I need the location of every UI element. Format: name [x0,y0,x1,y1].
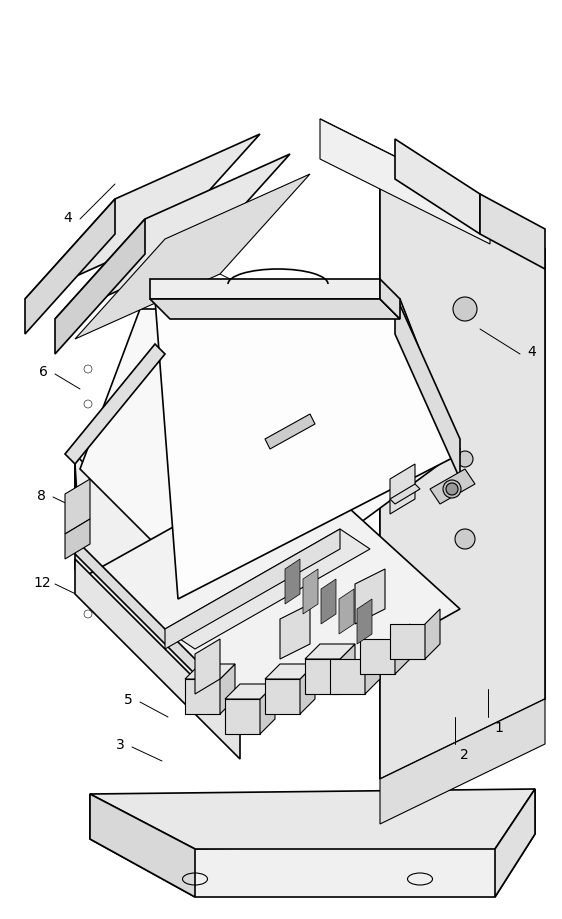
Ellipse shape [446,483,458,495]
Polygon shape [65,345,165,464]
Polygon shape [65,519,90,560]
Polygon shape [380,699,545,824]
Polygon shape [390,484,420,505]
Polygon shape [365,644,380,694]
Polygon shape [395,624,410,675]
Polygon shape [165,529,370,650]
Polygon shape [320,119,545,250]
Polygon shape [75,464,245,720]
Polygon shape [150,279,380,300]
Polygon shape [220,664,235,714]
Circle shape [457,451,473,468]
Text: 8: 8 [37,489,46,503]
Polygon shape [380,165,545,779]
Polygon shape [265,679,300,714]
Polygon shape [260,685,275,734]
Polygon shape [265,664,315,679]
Ellipse shape [443,481,461,498]
Polygon shape [80,460,460,729]
Polygon shape [285,560,300,605]
Polygon shape [330,659,365,694]
Text: 2: 2 [460,747,469,761]
Circle shape [169,303,181,315]
Polygon shape [395,140,480,234]
Polygon shape [380,279,400,320]
Polygon shape [225,699,260,734]
Polygon shape [185,679,220,714]
Polygon shape [90,789,535,849]
Polygon shape [25,135,260,300]
Polygon shape [425,609,440,659]
Polygon shape [150,300,400,320]
Polygon shape [357,599,372,644]
Polygon shape [430,470,475,505]
Polygon shape [321,579,336,624]
Polygon shape [360,640,395,675]
Polygon shape [340,644,355,694]
Text: 9: 9 [193,261,202,275]
Polygon shape [339,589,354,634]
Polygon shape [300,664,315,714]
Circle shape [453,298,477,322]
Polygon shape [320,119,490,244]
Circle shape [284,303,296,315]
Polygon shape [265,414,315,449]
Polygon shape [90,794,195,897]
Circle shape [365,310,375,320]
Polygon shape [195,640,220,694]
Polygon shape [480,195,545,269]
Polygon shape [55,154,290,320]
Polygon shape [155,300,460,599]
Polygon shape [65,480,90,535]
Polygon shape [185,664,235,679]
Polygon shape [165,529,340,650]
Text: 3: 3 [116,737,124,751]
Text: 12: 12 [33,575,51,589]
Polygon shape [305,659,340,694]
Polygon shape [55,220,145,355]
Polygon shape [395,295,460,480]
Polygon shape [355,570,385,624]
Polygon shape [305,644,355,659]
Polygon shape [390,624,425,659]
Text: 5: 5 [124,692,133,706]
Circle shape [455,529,475,550]
Polygon shape [75,560,240,759]
Text: 1: 1 [494,720,503,734]
Polygon shape [380,165,545,779]
Polygon shape [303,570,318,614]
Polygon shape [80,310,460,619]
Polygon shape [225,685,275,699]
Polygon shape [390,464,415,515]
Polygon shape [495,789,535,897]
Polygon shape [75,455,230,729]
Polygon shape [280,605,310,659]
Polygon shape [25,199,115,335]
Text: 4: 4 [528,345,536,358]
Text: 4: 4 [64,210,72,225]
Polygon shape [90,789,535,897]
Polygon shape [75,175,310,340]
Text: 6: 6 [39,365,47,379]
